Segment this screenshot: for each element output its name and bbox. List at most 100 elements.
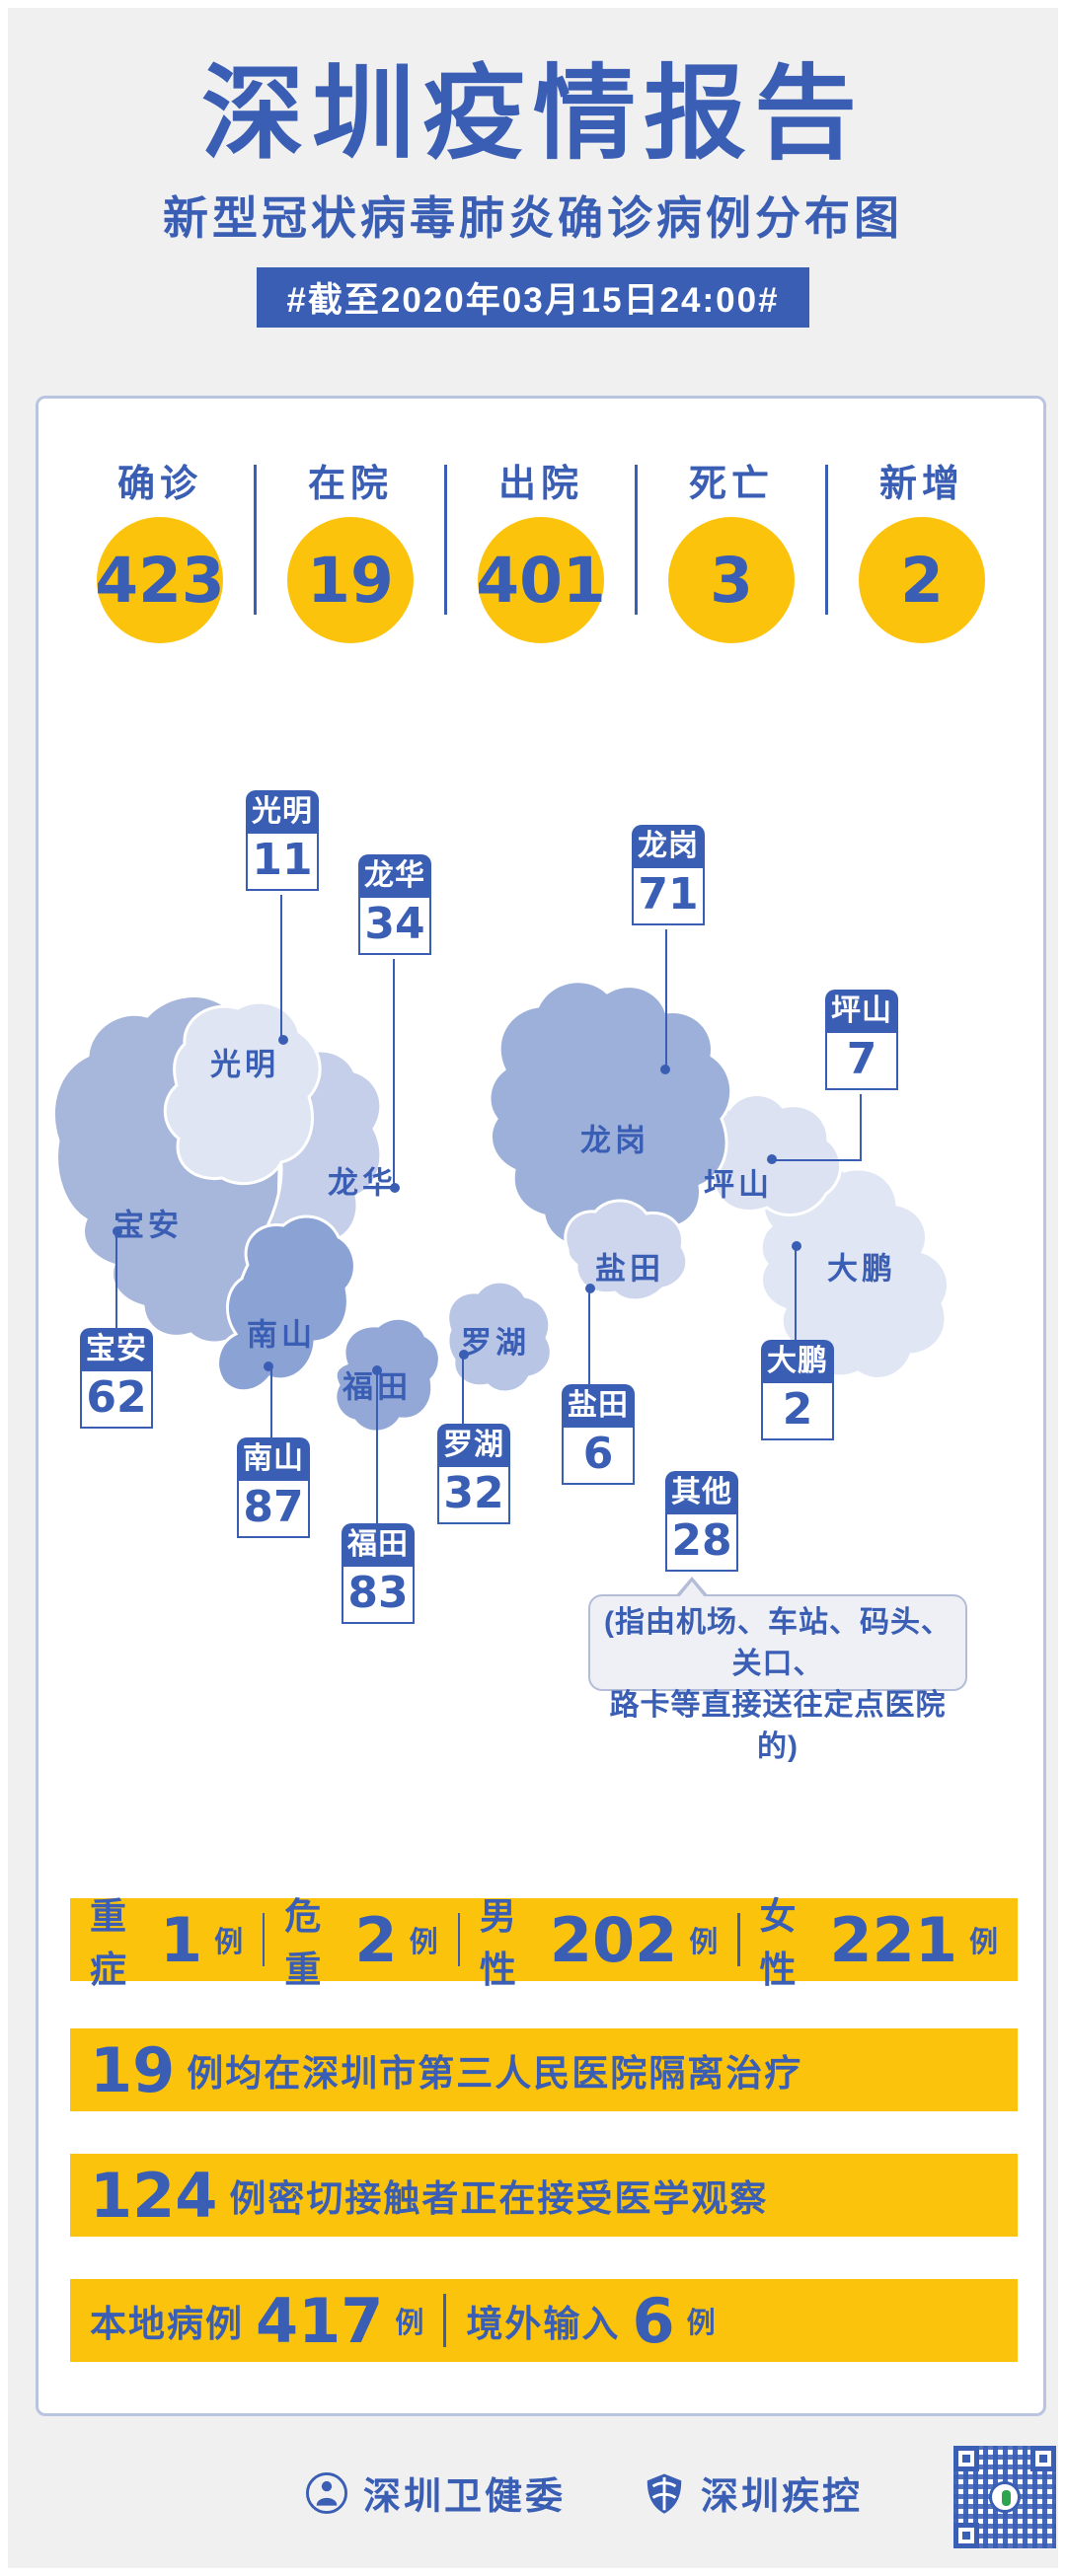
- leader-line-dapeng: [795, 1248, 797, 1340]
- isolation-count: 19: [90, 2033, 176, 2106]
- district-shape-longgang: [488, 980, 733, 1252]
- callout-district-name: 南山: [237, 1437, 310, 1481]
- callout-case-count: 7: [825, 1033, 898, 1090]
- qr-code: [953, 2446, 1056, 2548]
- stat-confirmed: 确诊 423: [66, 453, 254, 643]
- bar-divider: [443, 2294, 447, 2347]
- medical-observation-bar: 124 例密切接触者正在接受医学观察: [70, 2154, 1018, 2237]
- note-line-1: (指由机场、车站、码头、关口、: [604, 1606, 952, 1680]
- map-label-futian: 福田: [343, 1369, 412, 1405]
- callout-district-name: 其他: [665, 1471, 738, 1514]
- stat-new: 新增 2: [828, 453, 1016, 643]
- summary-stats-row: 确诊 423 在院 19 出院 401 死亡 3 新增 2: [38, 453, 1043, 643]
- bar-divider: [263, 1913, 266, 1966]
- stat-label: 死亡: [688, 464, 774, 505]
- map-callout-nanshan: 南山 87: [237, 1437, 310, 1538]
- isolation-text: 例均在深圳市第三人民医院隔离治疗: [187, 2053, 803, 2094]
- hospital-isolation-bar: 19 例均在深圳市第三人民医院隔离治疗: [70, 2028, 1018, 2111]
- callout-case-count: 11: [246, 834, 319, 891]
- leader-line-pingshan-h: [772, 1159, 862, 1161]
- callout-district-name: 光明: [246, 790, 319, 834]
- map-label-yantian: 盐田: [595, 1251, 664, 1287]
- observation-count: 124: [90, 2159, 218, 2232]
- callout-district-name: 坪山: [825, 990, 898, 1033]
- stat-value-circle: 423: [95, 517, 225, 643]
- local-cases-label: 本地病例: [90, 2304, 244, 2344]
- page-subtitle: 新型冠状病毒肺炎确诊病例分布图: [163, 192, 903, 244]
- imported-cases-count: 6: [632, 2284, 675, 2357]
- map-label-nanshan: 南山: [247, 1317, 316, 1353]
- qr-finder-pattern: [1030, 2446, 1056, 2471]
- map-label-longgang: 龙岗: [580, 1123, 649, 1158]
- stat-in-hospital: 在院 19: [257, 453, 444, 643]
- shenzhen-district-map: [51, 980, 950, 1434]
- leader-line-baoan: [115, 1233, 117, 1328]
- callout-case-count: 28: [665, 1514, 738, 1572]
- cdc-label: 深圳疾控: [701, 2476, 864, 2518]
- critical-label: 危重: [284, 1896, 324, 1990]
- stat-value-circle: 19: [287, 517, 414, 643]
- callout-district-name: 宝安: [80, 1328, 153, 1371]
- callout-case-count: 6: [562, 1428, 635, 1485]
- stat-divider: [254, 465, 257, 615]
- severe-label: 重症: [90, 1896, 128, 1990]
- callout-district-name: 罗湖: [437, 1424, 510, 1467]
- callout-case-count: 32: [437, 1467, 510, 1524]
- male-label: 男性: [479, 1896, 518, 1990]
- map-callout-other: 其他 28: [665, 1471, 738, 1572]
- bar-divider: [457, 1913, 460, 1966]
- map-callout-dapeng: 大鹏 2: [761, 1340, 834, 1440]
- district-shape-luohu: [446, 1280, 553, 1394]
- stat-deaths: 死亡 3: [638, 453, 825, 643]
- map-callout-longhua: 龙华 34: [358, 854, 431, 955]
- severe-count: 1: [160, 1903, 203, 1976]
- other-cases-note-bubble: (指由机场、车站、码头、关口、 路卡等直接送往定点医院的): [588, 1577, 967, 1763]
- map-dot-guangming: [278, 1035, 288, 1045]
- leader-line-yantian: [588, 1290, 590, 1384]
- map-callout-pingshan: 坪山 7: [825, 990, 898, 1090]
- female-unit: 例: [968, 1927, 998, 1958]
- stat-value-circle: 3: [668, 517, 795, 643]
- district-shape-guangming: [163, 1000, 322, 1186]
- map-label-pingshan: 坪山: [704, 1167, 773, 1203]
- cdc-shield-icon: [647, 2472, 682, 2514]
- callout-district-name: 盐田: [562, 1384, 635, 1428]
- map-callout-baoan: 宝安 62: [80, 1328, 153, 1429]
- critical-count: 2: [354, 1903, 398, 1976]
- bar-divider: [737, 1913, 740, 1966]
- severe-unit: 例: [214, 1927, 244, 1958]
- stat-value-circle: 401: [476, 517, 606, 643]
- map-label-guangming: 光明: [210, 1047, 279, 1082]
- male-unit: 例: [689, 1927, 719, 1958]
- local-cases-count: 417: [256, 2284, 384, 2357]
- critical-unit: 例: [409, 1927, 438, 1958]
- map-dot-pingshan: [767, 1154, 777, 1164]
- qr-center-logo: [989, 2481, 1021, 2513]
- note-pointer: [679, 1582, 705, 1597]
- imported-cases-unit: 例: [686, 2308, 716, 2339]
- map-label-luohu: 罗湖: [461, 1325, 530, 1361]
- map-callout-yantian: 盐田 6: [562, 1384, 635, 1485]
- callout-case-count: 83: [342, 1567, 415, 1624]
- district-shape-yantian: [564, 1199, 689, 1302]
- note-line-2: 路卡等直接送往定点医院的): [609, 1689, 947, 1763]
- stat-label: 出院: [497, 464, 583, 505]
- leader-line-futian: [376, 1372, 378, 1523]
- map-dot-nanshan: [264, 1362, 273, 1371]
- district-shape-nanshan: [216, 1214, 356, 1393]
- local-cases-unit: 例: [395, 2308, 424, 2339]
- imported-cases-label: 境外输入: [466, 2304, 621, 2344]
- map-dot-yantian: [585, 1284, 595, 1293]
- leader-line-longhua: [393, 959, 395, 1184]
- male-count: 202: [549, 1903, 678, 1976]
- callout-case-count: 62: [80, 1371, 153, 1429]
- footer: 深圳卫健委 深圳疾控: [8, 2416, 1058, 2568]
- map-callout-futian: 福田 83: [342, 1523, 415, 1624]
- map-callout-luohu: 罗湖 32: [437, 1424, 510, 1524]
- health-commission-icon: [306, 2471, 347, 2514]
- map-dot-dapeng: [792, 1241, 801, 1251]
- map-dot-longgang: [660, 1065, 670, 1074]
- callout-district-name: 龙华: [358, 854, 431, 898]
- stat-discharged: 出院 401: [447, 453, 635, 643]
- stat-divider: [825, 465, 828, 615]
